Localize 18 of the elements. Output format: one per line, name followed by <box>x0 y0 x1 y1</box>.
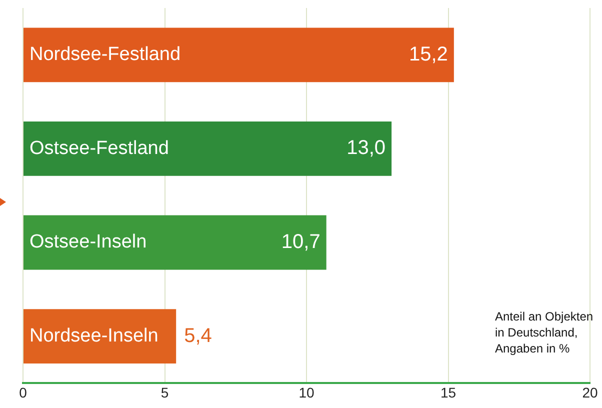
bar <box>24 28 454 82</box>
y-tick-label: Ostsee-Festland <box>30 138 169 159</box>
bar <box>24 122 392 176</box>
x-tick-label: 5 <box>160 384 169 400</box>
data-label: 5,4 <box>184 324 212 347</box>
data-label: 15,2 <box>408 43 448 66</box>
y-tick-label: Nordsee-Festland <box>30 44 181 66</box>
y-tick-label: Ostsee-Inseln <box>30 232 147 253</box>
x-tick-label: 15 <box>440 384 456 400</box>
x-tick-label: 10 <box>298 384 314 400</box>
x-tick-label: 20 <box>582 384 598 400</box>
y-tick-label: Nordsee-Inseln <box>30 326 158 347</box>
data-label: 13,0 <box>346 137 386 160</box>
x-tick-label: 0 <box>19 384 28 400</box>
bar <box>24 309 176 364</box>
bar <box>24 215 326 270</box>
data-label: 10,7 <box>281 231 320 254</box>
annotation: Anteil an Objekten in Deutschland, Angaben in % <box>495 310 594 356</box>
